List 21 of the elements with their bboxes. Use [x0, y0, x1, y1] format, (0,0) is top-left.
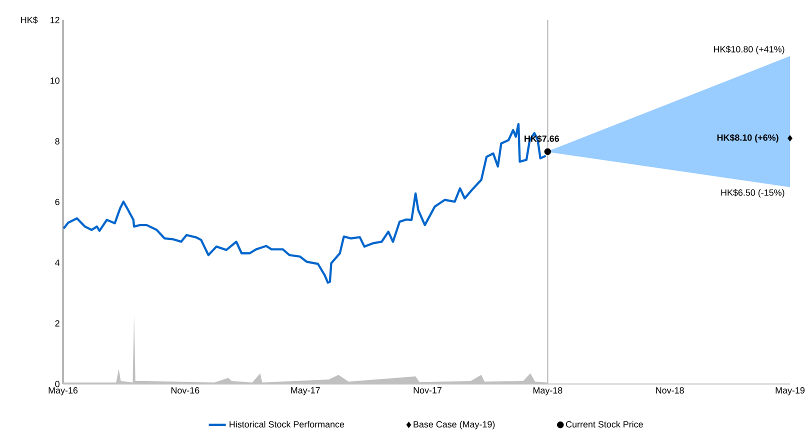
- y-tick-label: 8: [55, 138, 60, 145]
- legend-label: Current Stock Price: [566, 421, 643, 428]
- x-tick-label: Nov-18: [656, 387, 684, 394]
- x-tick-label: May-17: [291, 387, 320, 396]
- legend-label: Historical Stock Performance: [230, 421, 344, 428]
- y-tick-label: 4: [55, 260, 60, 266]
- y-tick-label: 12: [50, 16, 60, 24]
- annotation: HK$10.80 (+41%): [714, 46, 784, 54]
- annotation: HK$6.50 (-15%): [721, 189, 784, 198]
- x-tick-label: May-19: [776, 387, 805, 396]
- x-tick-label: May-18: [533, 387, 562, 396]
- x-tick-label: Nov-16: [171, 387, 200, 394]
- legend-label: Base Case (May-19): [414, 421, 495, 430]
- annotation: HK$8.10 (+6%): [717, 134, 778, 143]
- y-axis-title: HK$: [21, 16, 38, 24]
- y-tick-label: 2: [55, 320, 60, 327]
- y-tick-label: 10: [50, 78, 60, 84]
- x-tick-label: May-16: [48, 387, 78, 396]
- x-tick-label: Nov-17: [414, 387, 442, 394]
- y-tick-label: 0: [55, 380, 60, 388]
- y-tick-label: 6: [55, 198, 60, 206]
